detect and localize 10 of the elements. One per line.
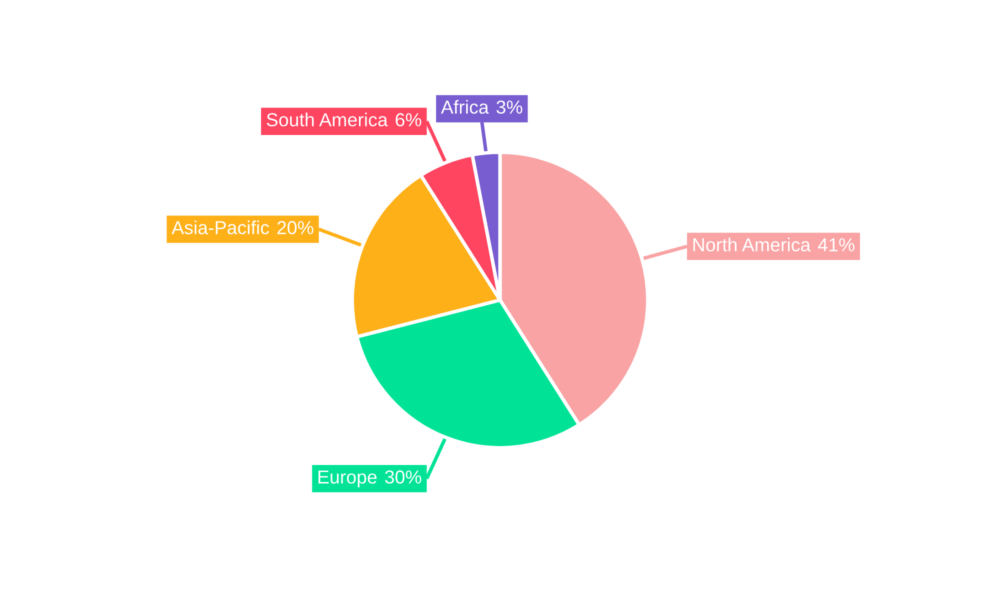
data-label: 6% [396,113,422,126]
data-label: 3% [496,100,522,114]
slice-label: South America [266,112,388,126]
data-label: 30% [385,470,422,484]
slice-label: Africa [440,100,489,114]
slice-label: North America [693,238,811,252]
slice-label: Europe [318,470,377,488]
data-label: 41% [818,238,854,252]
data-label: 20% [277,221,314,234]
slice-label: Asia-Pacific [172,220,270,234]
